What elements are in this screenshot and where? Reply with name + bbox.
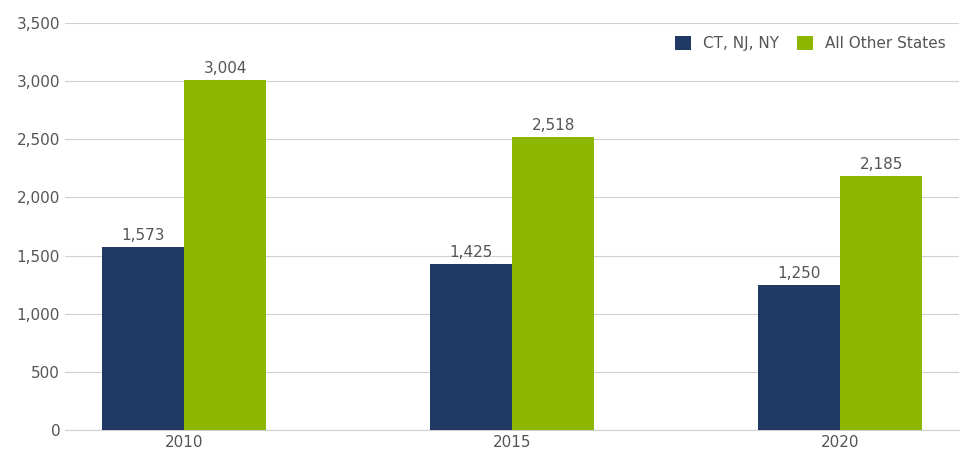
Text: 2,518: 2,518 bbox=[532, 118, 575, 133]
Bar bbox=[102, 247, 184, 431]
Bar bbox=[184, 80, 266, 431]
Legend: CT, NJ, NY, All Other States: CT, NJ, NY, All Other States bbox=[670, 30, 952, 57]
Text: 3,004: 3,004 bbox=[204, 61, 247, 77]
Text: 1,573: 1,573 bbox=[122, 228, 165, 243]
Bar bbox=[512, 137, 594, 431]
Text: 2,185: 2,185 bbox=[860, 157, 903, 172]
Bar bbox=[840, 176, 922, 431]
Text: 1,250: 1,250 bbox=[778, 266, 821, 281]
Bar bbox=[758, 285, 840, 431]
Text: 1,425: 1,425 bbox=[450, 245, 493, 261]
Bar bbox=[430, 264, 512, 431]
